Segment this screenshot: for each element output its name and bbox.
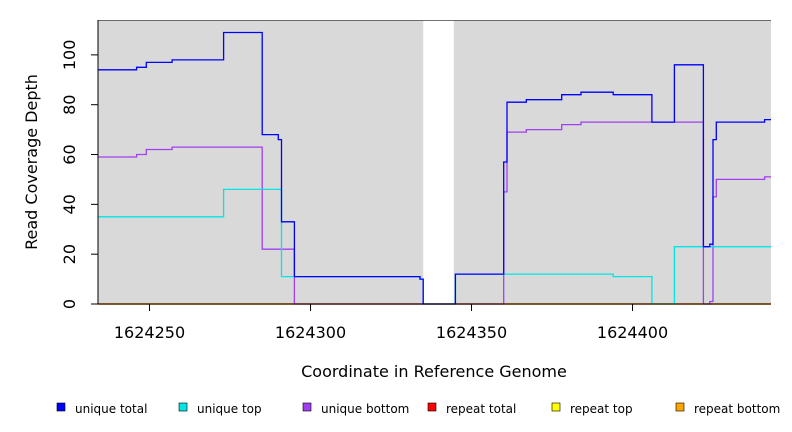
coverage-gap — [423, 20, 454, 304]
y-axis-title: Read Coverage Depth — [22, 74, 41, 250]
y-tick-label: 60 — [60, 144, 79, 164]
x-ticks: 1624250 1624300 1624350 1624400 — [114, 304, 668, 342]
y-tick-label: 80 — [60, 95, 79, 115]
legend-swatch-unique-total — [56, 402, 66, 412]
legend-swatch-unique-top — [178, 402, 188, 412]
y-ticks: 0 20 40 60 80 100 — [60, 40, 98, 309]
y-tick-label: 40 — [60, 194, 79, 214]
x-axis-title: Coordinate in Reference Genome — [301, 362, 567, 381]
y-tick-label: 20 — [60, 244, 79, 264]
series-line-unique-total — [98, 31, 771, 305]
x-tick-label: 1624350 — [436, 323, 507, 342]
x-tick-label: 1624400 — [597, 323, 668, 342]
legend-swatch-repeat-top — [551, 402, 561, 412]
legend-label-unique-bottom: unique bottom — [321, 402, 409, 416]
legend-label-unique-total: unique total — [75, 402, 147, 416]
legend-label-unique-top: unique top — [197, 402, 262, 416]
y-tick-label: 100 — [60, 40, 79, 71]
x-tick-label: 1624300 — [275, 323, 346, 342]
legend-swatch-unique-bottom — [302, 402, 312, 412]
legend-label-repeat-bottom: repeat bottom — [694, 402, 780, 416]
legend-label-repeat-total: repeat total — [446, 402, 516, 416]
y-tick-label: 0 — [60, 299, 79, 309]
x-tick-label: 1624250 — [114, 323, 185, 342]
legend-label-repeat-top: repeat top — [570, 402, 633, 416]
legend: unique total unique top unique bottom repea… — [56, 402, 780, 416]
legend-swatch-repeat-bottom — [675, 402, 685, 412]
legend-swatch-repeat-total — [427, 402, 437, 412]
